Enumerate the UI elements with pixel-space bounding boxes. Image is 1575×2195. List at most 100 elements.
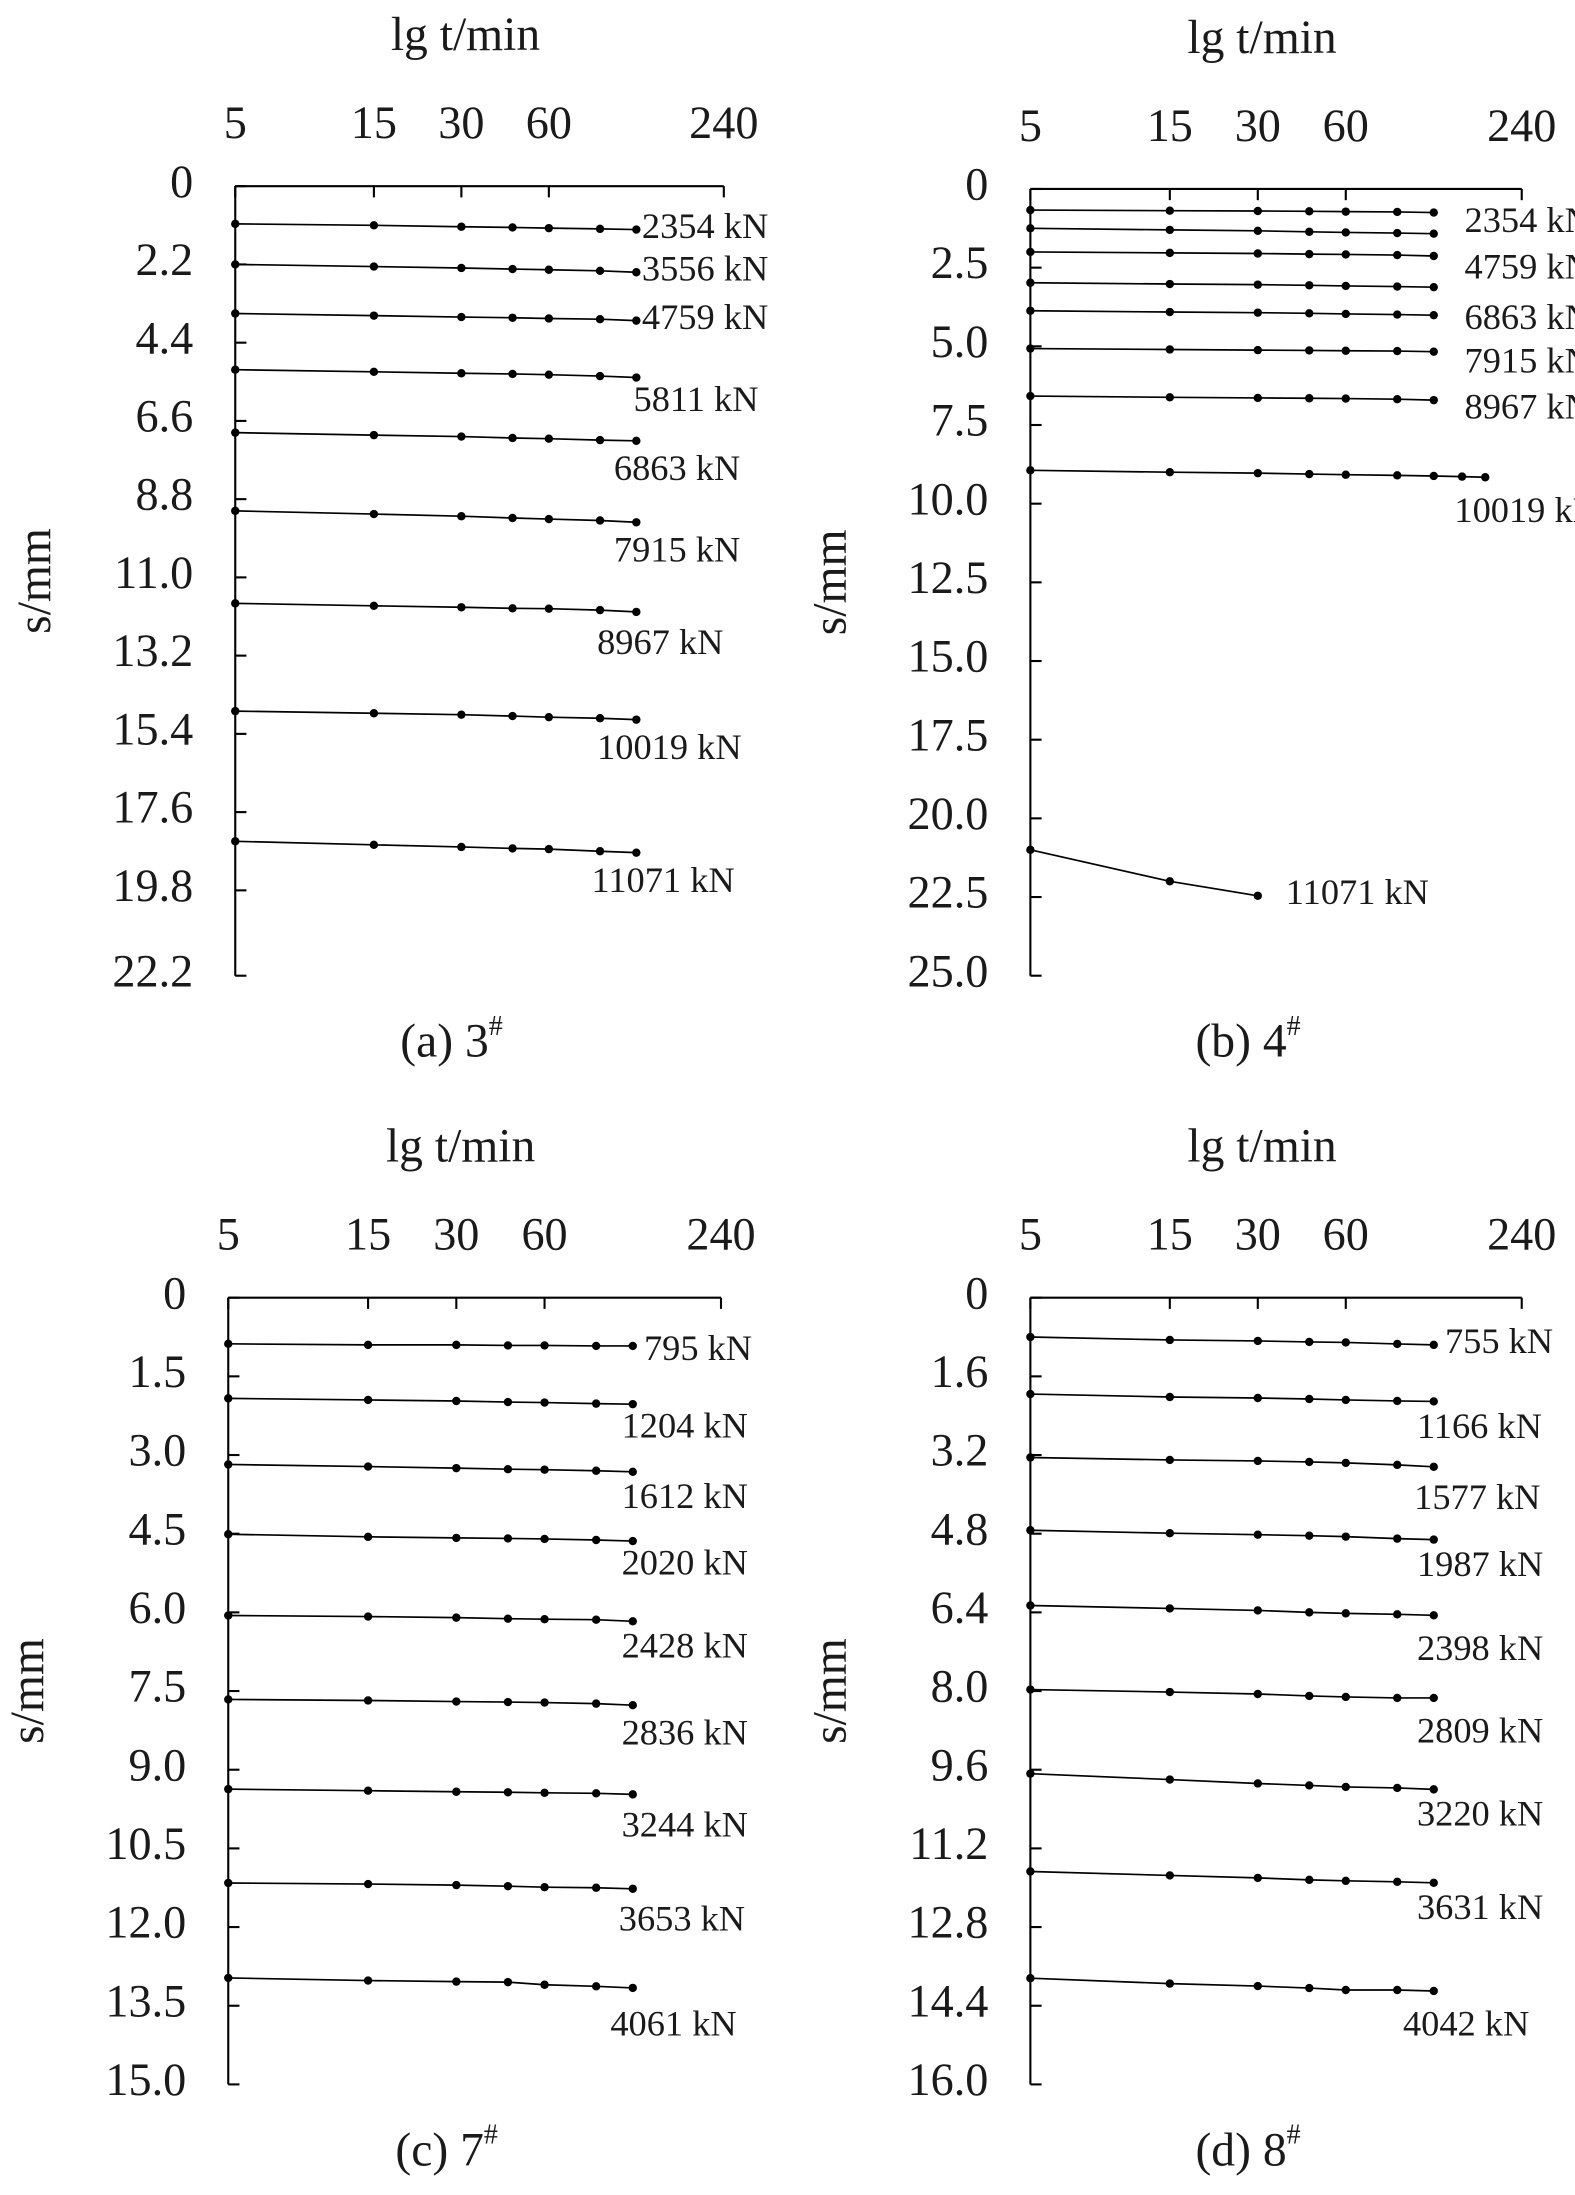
y-tick-label: 25.0 [908, 945, 989, 996]
y-tick-label: 19.8 [112, 860, 193, 911]
series-line [228, 1342, 633, 1347]
data-point [224, 1611, 233, 1620]
y-tick-label: 13.2 [112, 625, 193, 676]
data-point [1165, 1604, 1175, 1613]
data-point [628, 1884, 637, 1893]
data-point [503, 1788, 513, 1797]
data-point [1165, 1871, 1175, 1880]
series-label: 7915 kN [1465, 341, 1575, 381]
data-point [231, 219, 240, 229]
y-axis-label: s/mm [804, 529, 856, 635]
y-tick-label: 0 [965, 159, 988, 210]
data-point [544, 434, 554, 443]
data-point [1341, 207, 1350, 216]
series-line [228, 1698, 633, 1707]
data-point [1429, 1535, 1438, 1544]
series-label: 2836 kN [622, 1712, 748, 1752]
series-label: 1577 kN [1414, 1477, 1540, 1517]
series-label: 3631 kN [1417, 1887, 1543, 1927]
data-point [1393, 1985, 1402, 1995]
series-line [235, 263, 637, 274]
caption-text: (c) 7 [395, 2124, 484, 2176]
series-label: 10019 kN [1454, 490, 1575, 530]
caption-text: (a) 3 [400, 1016, 489, 1068]
data-point [452, 1787, 461, 1796]
data-point [591, 1883, 601, 1892]
data-point [595, 266, 605, 276]
data-point [1429, 347, 1438, 356]
data-point [595, 435, 605, 445]
data-point [1305, 1983, 1314, 1993]
data-point [1393, 228, 1402, 238]
caption-sup: # [1287, 1011, 1301, 1042]
data-point [1026, 344, 1035, 353]
series-line [1030, 209, 1434, 214]
data-point [591, 1399, 601, 1408]
data-point [1429, 282, 1438, 292]
data-point [231, 706, 240, 716]
data-point [369, 221, 379, 230]
data-point [503, 1464, 513, 1474]
data-point [363, 1786, 373, 1795]
data-point [503, 1534, 513, 1543]
data-point [595, 605, 605, 615]
data-point [1341, 394, 1350, 403]
y-tick-label: 8.0 [931, 1661, 989, 1712]
series-label: 3653 kN [619, 1899, 745, 1939]
data-point [224, 1530, 233, 1539]
data-point [1481, 473, 1490, 482]
series-line [228, 1882, 633, 1890]
data-point [1429, 1878, 1438, 1888]
data-point [363, 1976, 373, 1985]
series-label: 7915 kN [614, 529, 740, 569]
data-point [1341, 1876, 1350, 1886]
data-point [1393, 1396, 1402, 1406]
caption-text: (d) 8 [1195, 2124, 1286, 2176]
data-point [1305, 1781, 1314, 1790]
data-point [1165, 225, 1175, 235]
y-tick-label: 13.5 [105, 1975, 186, 2026]
data-point [1341, 1458, 1350, 1468]
panel: 5 15 30 60 240 0 2.2 4.4 6.6 8.8 11.0 13.2 15.4 17.6 1… [9, 9, 768, 1068]
data-point [1026, 845, 1035, 855]
y-tick-label: 4.4 [136, 312, 194, 363]
data-point [1429, 229, 1438, 238]
series-line [1030, 251, 1434, 257]
data-point [544, 265, 554, 274]
y-tick-label: 9.0 [129, 1739, 187, 1790]
data-point [540, 1788, 549, 1797]
data-point [1026, 1867, 1035, 1876]
y-tick-label: 12.5 [908, 552, 989, 603]
data-point [591, 1466, 601, 1475]
data-point [452, 1463, 461, 1473]
data-point [1305, 1875, 1314, 1885]
y-tick-label: 17.5 [908, 709, 989, 760]
data-point [595, 516, 605, 525]
data-point [1393, 310, 1402, 319]
data-point [1393, 394, 1402, 404]
data-point [628, 1617, 637, 1626]
data-point [452, 1613, 461, 1622]
data-point [1341, 1395, 1350, 1405]
series-label: 2428 kN [622, 1626, 748, 1666]
data-point [1165, 279, 1175, 289]
y-tick-label: 0 [163, 1267, 186, 1318]
data-point [1253, 226, 1262, 236]
data-point [452, 1977, 461, 1986]
y-tick-label: 6.6 [136, 391, 194, 442]
data-point [544, 223, 554, 233]
series-label: 8967 kN [597, 622, 723, 662]
data-point [540, 1341, 549, 1350]
data-point [1026, 1332, 1035, 1342]
data-point [1305, 249, 1314, 259]
y-tick-label: 4.5 [129, 1503, 187, 1554]
data-point [1165, 1455, 1175, 1465]
data-point [1341, 228, 1350, 237]
series-line [1030, 227, 1434, 235]
series-line [1030, 1977, 1434, 1992]
x-axis-label: lg t/min [386, 1121, 536, 1173]
data-point [1429, 471, 1438, 481]
data-point [1253, 249, 1262, 258]
data-point [1429, 251, 1438, 261]
data-point [540, 1534, 549, 1544]
